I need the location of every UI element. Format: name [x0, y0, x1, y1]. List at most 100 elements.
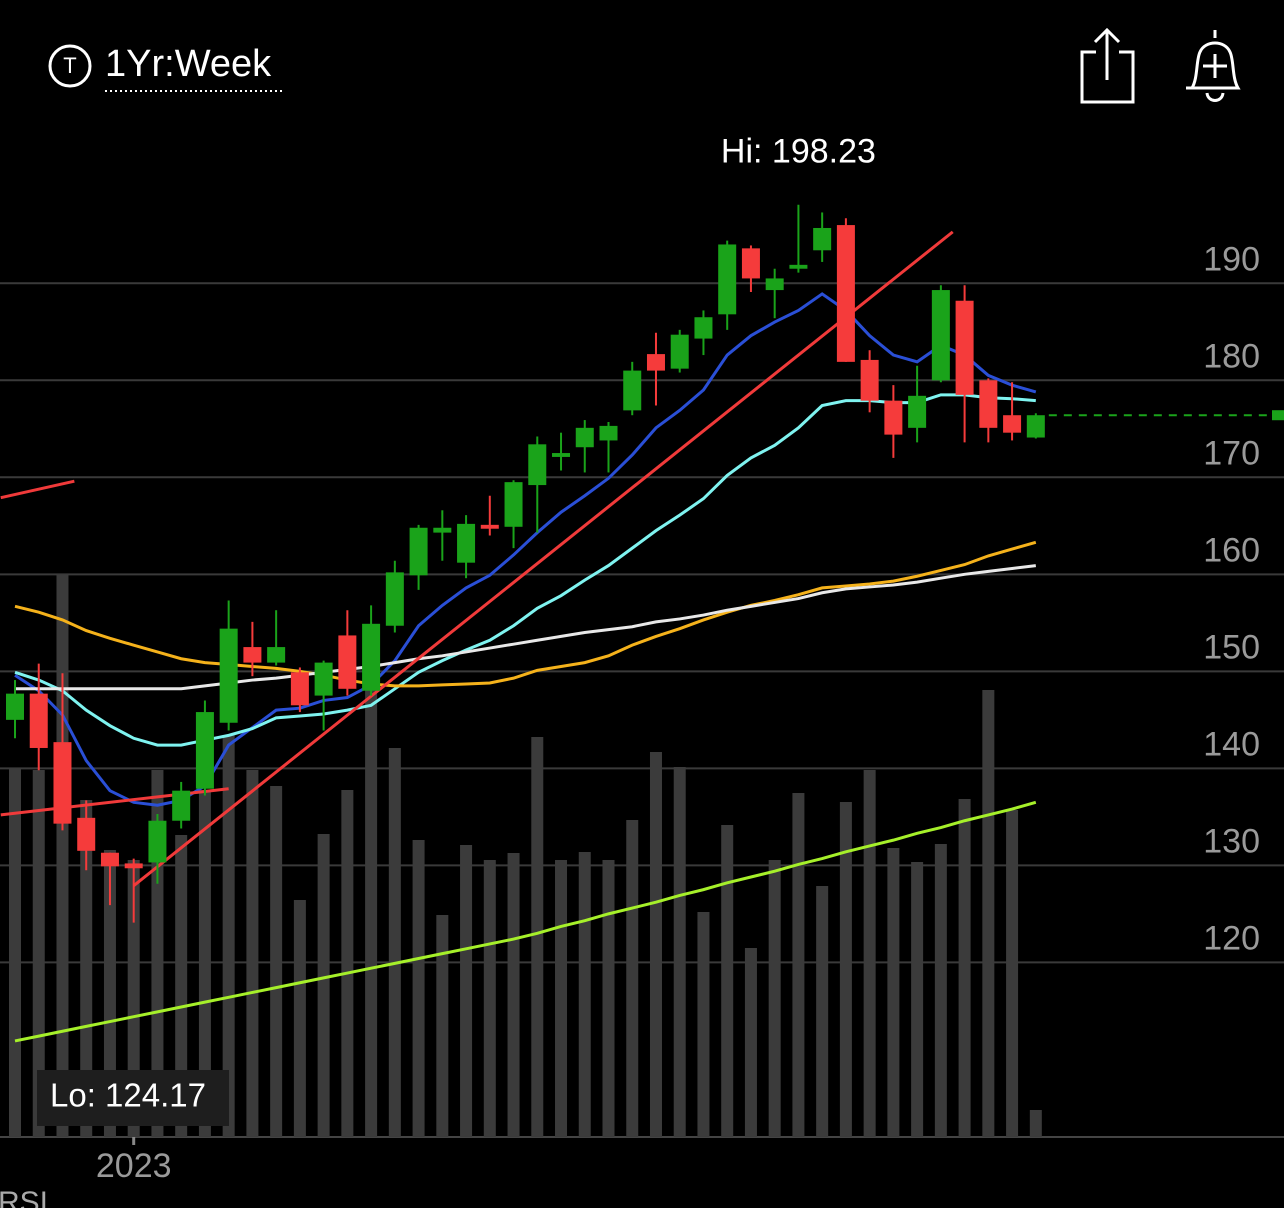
candle-body [813, 227, 832, 251]
volume-bar [934, 844, 947, 1137]
y-tick-label: 180 [1203, 337, 1260, 375]
timeframe-selector[interactable]: T 1Yr:Week [48, 43, 282, 92]
candle [670, 329, 689, 373]
candle [931, 285, 950, 383]
candle-body [765, 278, 784, 291]
candle-body [77, 817, 96, 851]
candle [314, 660, 333, 731]
candle [623, 361, 642, 416]
candle-body [6, 693, 24, 720]
candle-body [362, 623, 381, 691]
volume-bar [9, 768, 21, 1137]
candle-body [338, 635, 357, 689]
volume-bar [127, 860, 140, 1137]
timeframe-label[interactable]: 1Yr:Week [105, 43, 272, 85]
share-button[interactable] [1080, 27, 1135, 104]
candle-body [670, 334, 689, 369]
volume-bar [697, 912, 710, 1137]
candle [908, 365, 927, 443]
volume-bar [958, 799, 971, 1137]
volume-bar [460, 845, 473, 1137]
candle-body [124, 863, 143, 869]
candle [290, 667, 309, 713]
candle-body [599, 425, 618, 441]
candle [1026, 413, 1045, 439]
candle [29, 663, 48, 771]
volume-bar [792, 793, 805, 1137]
volume-bar [744, 948, 757, 1137]
volume-bar [1029, 1110, 1042, 1137]
candle-body [860, 359, 879, 401]
candle-body [575, 427, 594, 448]
candle-body [219, 628, 238, 723]
volume-bar [531, 737, 544, 1137]
moving-average-line [14, 800, 1037, 1043]
share-arrow [1093, 27, 1121, 80]
candle-body [385, 572, 404, 626]
candle-body [884, 400, 903, 435]
trendline [0, 787, 229, 817]
volume-bar [602, 860, 615, 1137]
timeframe-icon-letter: T [63, 53, 76, 78]
candle [6, 680, 24, 739]
volume-bar [32, 770, 45, 1137]
candle [148, 813, 167, 884]
candle [836, 218, 855, 362]
bell-plus [1203, 54, 1227, 78]
candle [267, 610, 286, 666]
candle-body [29, 693, 48, 748]
timeframe-icon [48, 44, 92, 88]
candle-body [646, 354, 665, 371]
indicator-label: RSI [0, 1186, 48, 1208]
candle-body [504, 482, 523, 527]
candle-body [979, 380, 998, 428]
volume-bar [412, 840, 425, 1137]
candle [480, 495, 499, 536]
volume-bar [56, 575, 69, 1137]
candle [77, 800, 96, 871]
x-tick-label: 2023 [96, 1147, 172, 1185]
candle [955, 285, 974, 443]
candle [575, 420, 594, 473]
candle [338, 610, 357, 696]
candle-body [528, 444, 547, 486]
y-tick-label: 120 [1203, 919, 1260, 957]
alert-button[interactable] [1186, 30, 1241, 102]
volume-bar [246, 770, 259, 1137]
volume-bar [863, 770, 876, 1137]
candle [53, 673, 72, 831]
y-tick-label: 160 [1203, 531, 1260, 569]
share-box [1080, 50, 1135, 104]
volume-bar [673, 767, 686, 1137]
volume-bar [436, 915, 449, 1137]
candle [385, 560, 404, 633]
y-tick-label: 170 [1203, 434, 1260, 472]
volume-bar [839, 802, 852, 1137]
volume-bar [1006, 810, 1019, 1137]
volume-bar [293, 900, 306, 1137]
candle [409, 524, 428, 590]
candle [552, 432, 571, 471]
volume-bar [649, 752, 662, 1137]
candle-body [243, 647, 262, 663]
high-label: Hi: 198.23 [721, 132, 876, 170]
candle [765, 268, 784, 319]
candle-body [195, 712, 214, 789]
candle [504, 480, 523, 549]
candle-body [931, 290, 950, 381]
volume-bar [365, 680, 378, 1137]
candle [457, 515, 476, 579]
candle-body [694, 317, 713, 339]
candle-body [718, 244, 737, 315]
low-label: Lo: 124.17 [50, 1077, 206, 1114]
candle-body [314, 662, 333, 696]
volume-bar [103, 850, 116, 1137]
candle [528, 436, 547, 533]
candle [195, 700, 214, 796]
volume-bar [341, 790, 354, 1137]
candle [172, 781, 191, 829]
volume-bar [175, 835, 188, 1137]
candle [646, 332, 665, 406]
